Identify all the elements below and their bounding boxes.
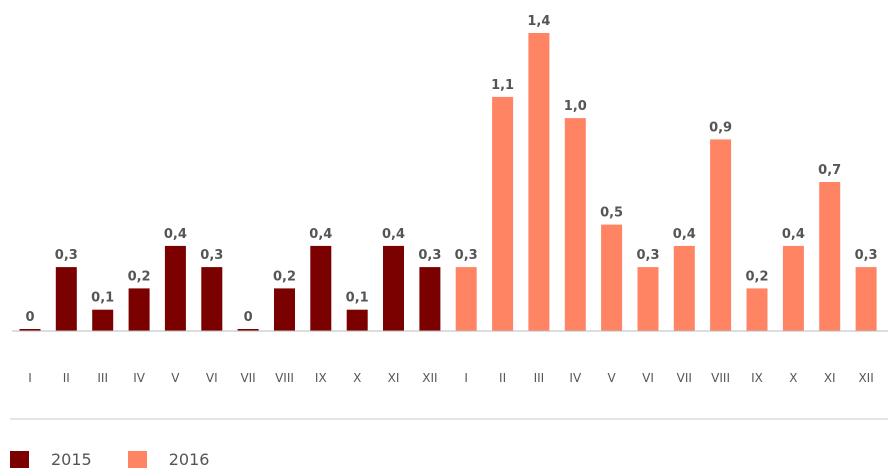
x-tick-label: IX xyxy=(751,371,763,385)
bar-2016-VI xyxy=(637,267,659,331)
x-tick-label: I xyxy=(464,371,468,385)
bar-2015-V xyxy=(164,245,186,331)
value-label: 0,1 xyxy=(91,291,114,306)
x-tick-label: X xyxy=(789,371,797,385)
value-label: 0,4 xyxy=(309,227,332,242)
value-label: 1,0 xyxy=(564,99,587,114)
value-label: 0,3 xyxy=(55,248,78,263)
legend: 2015 2016 xyxy=(10,450,245,469)
x-tick-label: IV xyxy=(569,371,582,385)
legend-item-2016: 2016 xyxy=(127,450,210,469)
x-tick-label: XI xyxy=(824,371,836,385)
bar-2015-VIII xyxy=(274,288,295,331)
x-tick-label: XII xyxy=(422,371,437,385)
value-label: 1,4 xyxy=(527,14,550,29)
x-tick-label: VIII xyxy=(275,371,294,385)
bars-group xyxy=(19,33,877,332)
value-label: 0,3 xyxy=(200,248,223,263)
value-label: 0,9 xyxy=(709,120,732,135)
value-label: 0,4 xyxy=(782,227,805,242)
bar-2016-II xyxy=(492,96,514,332)
bar-2015-I xyxy=(19,329,41,331)
tick-labels-group: I II III IV V VI VII VIII IX X XI XII I II III IV V VI VII… xyxy=(28,371,874,385)
x-tick-label: V xyxy=(171,371,180,385)
x-tick-label: VI xyxy=(642,371,654,385)
x-tick-label: III xyxy=(97,371,108,385)
value-label: 0 xyxy=(25,310,34,325)
bar-2016-IX xyxy=(746,288,768,331)
value-label: 0,2 xyxy=(128,269,151,284)
x-tick-label: XII xyxy=(858,371,873,385)
bar-2015-X xyxy=(346,309,368,331)
value-label: 1,1 xyxy=(491,78,514,93)
x-tick-label: VII xyxy=(240,371,255,385)
value-label: 0,2 xyxy=(745,269,768,284)
bar-2015-III xyxy=(92,309,114,331)
bar-2015-XI xyxy=(383,245,404,331)
bar-chart: 0 0,3 0,1 0,2 0,4 0,3 0 0,2 0,4 0,1 0,4 0,3 0,3 1,1 1,… xyxy=(10,14,888,420)
bar-2016-III xyxy=(528,33,550,331)
x-tick-label: X xyxy=(353,371,361,385)
x-tick-label: I xyxy=(28,371,32,385)
value-label: 0,3 xyxy=(855,248,878,263)
bar-2016-VII xyxy=(673,245,695,331)
bar-2016-V xyxy=(601,224,623,331)
value-label: 0,4 xyxy=(382,227,405,242)
value-label: 0,1 xyxy=(346,291,369,306)
bar-2015-XII xyxy=(419,267,441,331)
legend-swatch-2015 xyxy=(10,451,29,468)
legend-swatch-2016 xyxy=(127,451,147,468)
bar-2016-XII xyxy=(855,267,877,331)
value-label: 0,3 xyxy=(636,248,659,263)
bar-2015-VI xyxy=(201,267,223,331)
value-label: 0,4 xyxy=(673,227,696,242)
x-tick-label: IX xyxy=(315,371,327,385)
legend-label-2016: 2016 xyxy=(168,450,210,469)
value-label: 0,7 xyxy=(818,163,841,178)
bar-2016-XI xyxy=(819,182,841,331)
bar-2016-I xyxy=(455,267,477,331)
legend-label-2015: 2015 xyxy=(51,450,92,469)
value-label: 0,5 xyxy=(600,206,623,221)
x-tick-label: VI xyxy=(206,371,218,385)
legend-item-2015: 2015 xyxy=(10,450,92,469)
x-tick-label: V xyxy=(607,371,616,385)
x-tick-label: III xyxy=(534,371,545,385)
bar-2016-VIII xyxy=(710,139,732,331)
value-label: 0,4 xyxy=(164,227,187,242)
x-tick-label: XI xyxy=(388,371,400,385)
bar-2015-VII xyxy=(237,329,259,331)
x-tick-label: VIII xyxy=(711,371,730,385)
x-tick-label: II xyxy=(499,371,506,385)
x-tick-label: II xyxy=(63,371,70,385)
value-label: 0,3 xyxy=(455,248,478,263)
bar-2016-X xyxy=(782,245,804,331)
x-tick-label: VII xyxy=(677,371,692,385)
value-label: 0 xyxy=(244,310,253,325)
bar-2015-II xyxy=(55,267,77,331)
value-label: 0,2 xyxy=(273,269,296,284)
bar-2016-IV xyxy=(564,118,586,331)
x-tick-label: IV xyxy=(133,371,146,385)
bar-2015-IX xyxy=(310,245,332,331)
bar-2015-IV xyxy=(128,288,150,331)
value-label: 0,3 xyxy=(418,248,441,263)
value-labels-group: 0 0,3 0,1 0,2 0,4 0,3 0 0,2 0,4 0,1 0,4 0,3 0,3 1,1 1,… xyxy=(25,14,877,325)
